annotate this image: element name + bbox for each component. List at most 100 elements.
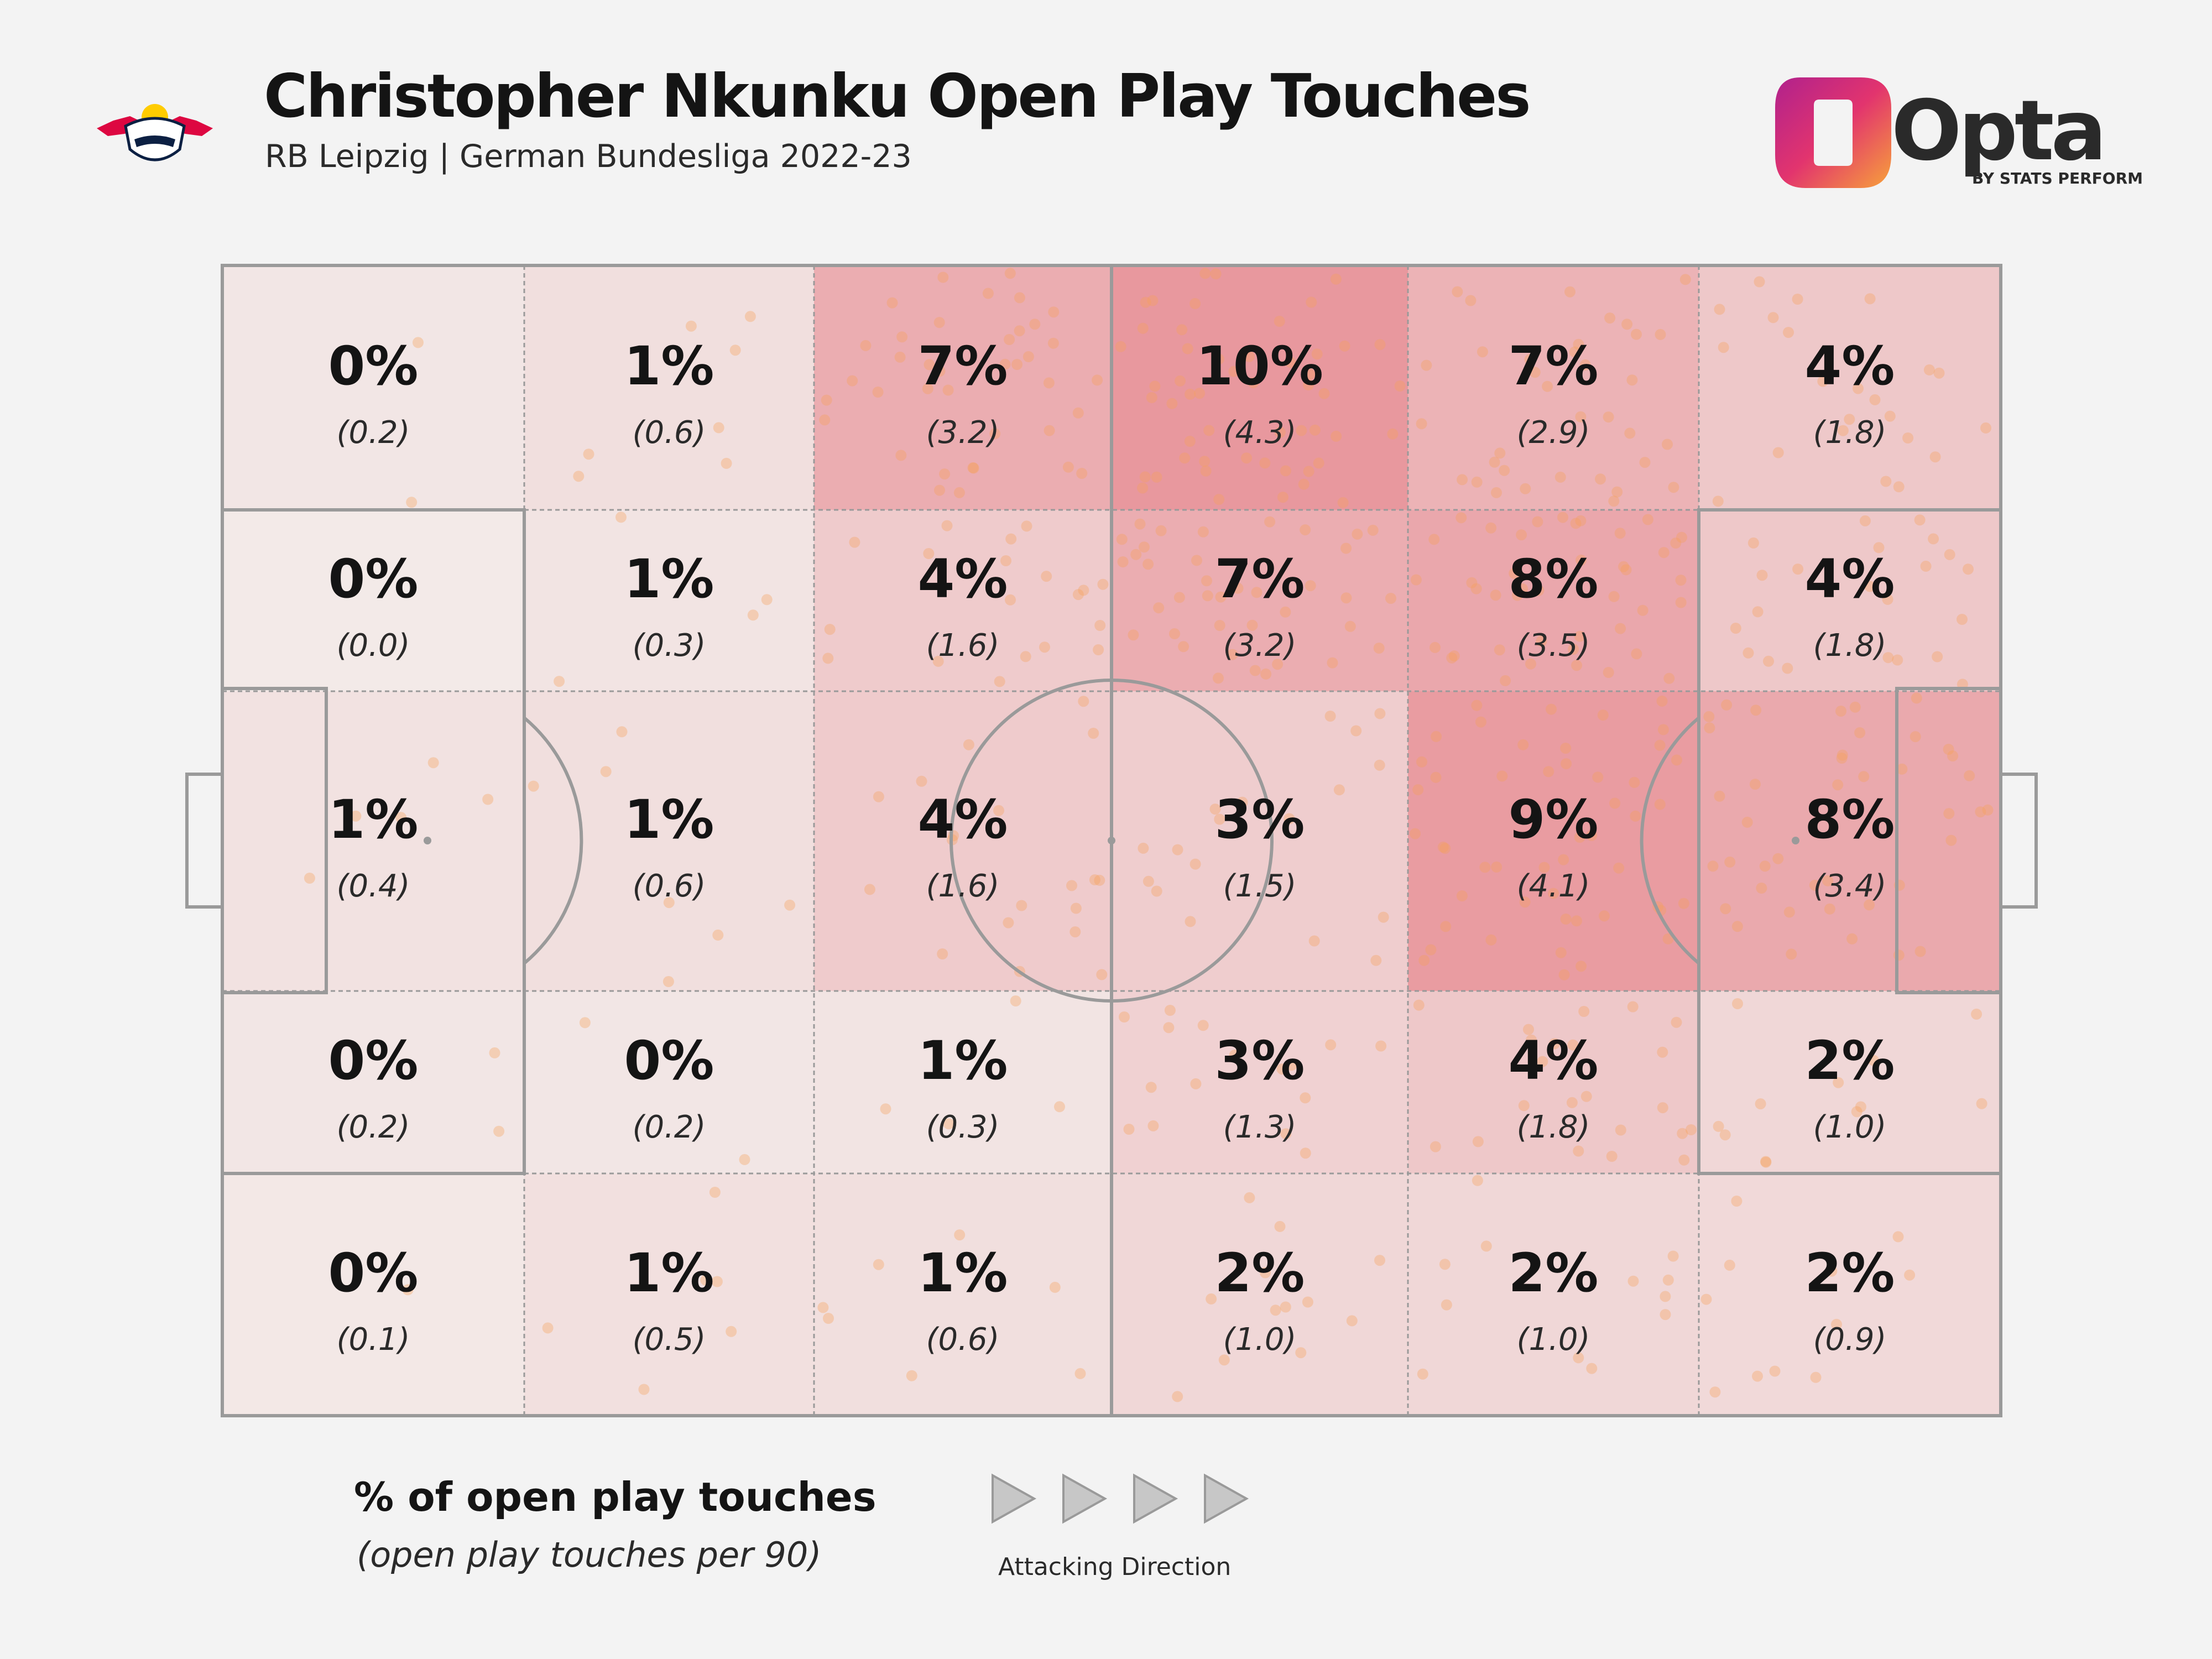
touch-dot xyxy=(1076,468,1088,479)
touch-dot xyxy=(1752,1370,1763,1382)
touch-dot xyxy=(1190,1078,1202,1089)
touch-dot xyxy=(1331,430,1342,442)
left-penalty-spot xyxy=(424,837,431,844)
pitch-heatmap: 0% (0.2) 1% (0.6) 7% (3.2) 10% (4.3) 7% (2.9) 4% (1… xyxy=(185,264,2038,1417)
heatmap-cell xyxy=(814,1173,1112,1416)
chart-title: Christopher Nkunku Open Play Touches xyxy=(264,62,1531,131)
touch-dot xyxy=(1686,1124,1697,1135)
touch-dot xyxy=(993,805,1004,816)
touch-dot xyxy=(1303,379,1314,390)
touch-dot xyxy=(579,1017,591,1029)
touch-dot xyxy=(1518,1100,1530,1112)
touch-dot xyxy=(1849,701,1861,713)
touch-dot xyxy=(1629,776,1640,788)
touch-dot xyxy=(729,345,741,356)
touch-dot xyxy=(1542,380,1553,392)
touch-dot xyxy=(1864,899,1875,911)
touch-dot xyxy=(1004,268,1016,279)
touch-dot xyxy=(1792,294,1803,305)
touch-dot xyxy=(739,1154,750,1165)
touch-dot xyxy=(1176,324,1188,336)
cell-per90-label: (4.3) xyxy=(1223,415,1297,451)
touch-dot xyxy=(1525,658,1536,670)
cell-per90-label: (0.5) xyxy=(633,1322,706,1358)
opta-logo-icon xyxy=(1775,77,1891,188)
touch-dot xyxy=(942,384,954,396)
touch-dot xyxy=(1237,796,1248,808)
touch-dot xyxy=(1851,1106,1863,1118)
touch-dot xyxy=(1285,357,1296,368)
touch-dot xyxy=(1835,706,1846,717)
touch-dot xyxy=(1755,1098,1766,1110)
touch-dot xyxy=(1709,1386,1721,1398)
touch-dot xyxy=(1844,414,1855,425)
touch-dot xyxy=(1259,457,1271,469)
touch-dot xyxy=(1097,578,1109,590)
touch-dot xyxy=(1923,364,1935,375)
touch-dot xyxy=(932,655,944,667)
cell-percent-label: 1% xyxy=(918,1242,1008,1304)
touch-dot xyxy=(1573,1145,1584,1157)
center-spot xyxy=(1108,837,1115,844)
touch-dot xyxy=(1627,1001,1639,1013)
touch-dot xyxy=(1509,567,1520,579)
touch-dot xyxy=(1016,900,1027,911)
touch-dot xyxy=(821,394,832,406)
touch-dot xyxy=(1558,969,1570,980)
touch-dot xyxy=(1378,911,1389,923)
touch-dot xyxy=(1718,342,1729,353)
touch-dot xyxy=(1147,1120,1159,1131)
touch-dot xyxy=(1190,858,1201,870)
touch-dot xyxy=(847,375,858,387)
touch-dot xyxy=(1526,1034,1537,1046)
touch-dot xyxy=(1116,534,1128,545)
touch-dot xyxy=(1117,556,1129,567)
touch-dot xyxy=(1280,606,1291,618)
touch-dot xyxy=(1837,425,1849,436)
touch-dot xyxy=(1300,1147,1311,1159)
touch-dot xyxy=(1485,522,1497,534)
touch-dot xyxy=(1763,655,1774,667)
touch-dot xyxy=(1134,518,1146,530)
touch-dot xyxy=(1270,1305,1281,1316)
touch-dot xyxy=(1149,380,1161,392)
right-penalty-arc xyxy=(1640,716,1700,965)
heatmap-cell xyxy=(222,510,524,691)
touch-dot xyxy=(1340,592,1352,604)
cell-per90-label: (0.6) xyxy=(633,868,706,904)
cell-per90-label: (0.2) xyxy=(337,415,410,451)
touch-dot xyxy=(1859,515,1871,526)
arrow-icon xyxy=(992,1473,1037,1524)
touch-dot xyxy=(713,422,724,434)
touch-dot xyxy=(615,512,627,523)
touch-dot xyxy=(1070,902,1082,914)
touch-dot xyxy=(1529,367,1541,378)
touch-dot xyxy=(1662,933,1674,945)
touch-dot xyxy=(1675,575,1687,586)
touch-dot xyxy=(1374,339,1386,351)
touch-dot xyxy=(1201,575,1212,587)
touch-dot xyxy=(1947,750,1959,761)
cell-percent-label: 1% xyxy=(918,1030,1008,1092)
touch-dot xyxy=(941,520,953,531)
heatmap-cell xyxy=(814,265,1112,510)
touch-dot xyxy=(1173,592,1185,603)
touch-dot xyxy=(1560,743,1572,754)
left-goal xyxy=(185,773,224,909)
touch-dot xyxy=(1344,620,1356,632)
touch-dot xyxy=(726,1326,737,1337)
touch-dot xyxy=(937,272,949,283)
touch-dot xyxy=(1568,644,1579,655)
touch-dot xyxy=(1603,411,1614,423)
touch-dot xyxy=(880,1103,891,1115)
touch-dot xyxy=(1455,512,1467,524)
touch-dot xyxy=(1448,650,1460,662)
cell-percent-label: 2% xyxy=(1509,1242,1599,1304)
touch-dot xyxy=(1375,1040,1387,1052)
touch-dot xyxy=(1943,744,1954,755)
heatmap-cell xyxy=(1112,265,1408,510)
touch-dot xyxy=(1704,722,1715,734)
heatmap-cell xyxy=(1408,991,1699,1173)
cell-per90-label: (1.8) xyxy=(1813,415,1887,451)
touch-dot xyxy=(1561,758,1572,770)
